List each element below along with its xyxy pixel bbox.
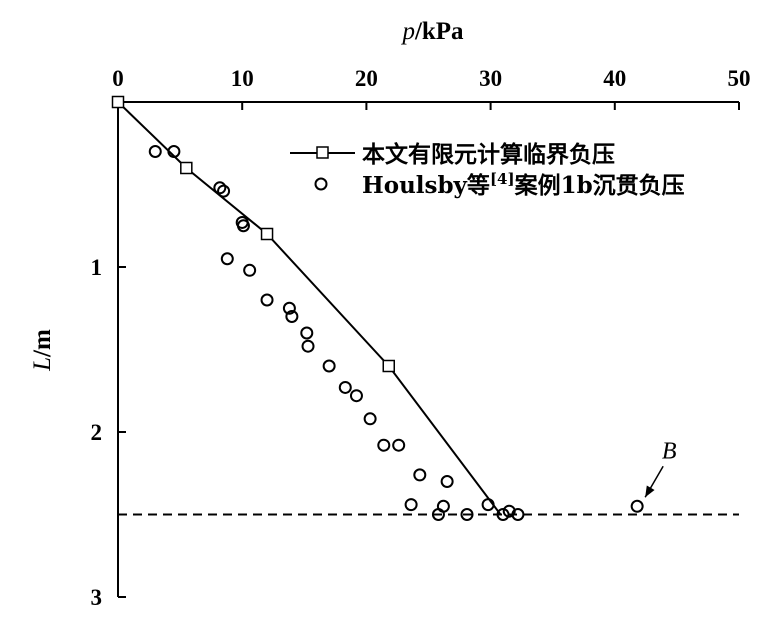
x-tick-label: 0 bbox=[112, 66, 124, 91]
annotations: B bbox=[630, 438, 677, 513]
y-tick-label: 1 bbox=[91, 255, 103, 280]
houlsby-circle-point bbox=[460, 508, 474, 521]
houlsby-circle-point bbox=[431, 508, 445, 521]
legend: 本文有限元计算临界负压 Houlsby等[4]案例1b沉贯负压 bbox=[290, 141, 685, 199]
x-tick-label: 20 bbox=[355, 66, 378, 91]
legend-houlsby-prefix: Houlsby等 bbox=[362, 172, 490, 199]
houlsby-circle-point bbox=[213, 181, 227, 195]
houlsby-circle-point bbox=[392, 438, 406, 452]
y-tick-labels: 1 2 3 bbox=[91, 255, 103, 610]
y-tick-label: 3 bbox=[91, 585, 103, 610]
houlsby-circle-point bbox=[413, 468, 427, 482]
series-houlsby-points bbox=[148, 145, 525, 521]
fem-square-marker bbox=[382, 359, 396, 373]
series-fem-line bbox=[111, 95, 502, 516]
legend-houlsby-ref: [4] bbox=[490, 170, 515, 188]
annotation-b-label: B bbox=[662, 438, 677, 464]
houlsby-circle-point bbox=[363, 412, 377, 426]
houlsby-circle-point bbox=[481, 498, 495, 512]
legend-circle-marker bbox=[314, 177, 328, 191]
houlsby-circle-point bbox=[148, 145, 162, 158]
houlsby-circle-point bbox=[236, 219, 250, 233]
houlsby-circle-point bbox=[338, 380, 352, 394]
houlsby-circle-point bbox=[300, 326, 314, 340]
y-axis-title: L/m bbox=[29, 329, 56, 372]
houlsby-circle-point bbox=[496, 508, 510, 521]
x-axis-unit: /kPa bbox=[414, 18, 464, 45]
houlsby-circle-point bbox=[440, 475, 454, 488]
legend-label-fem: 本文有限元计算临界负压 bbox=[362, 141, 615, 168]
x-tick-label: 50 bbox=[728, 66, 751, 91]
houlsby-circle-point bbox=[377, 438, 391, 452]
houlsby-circle-point bbox=[217, 184, 231, 198]
fem-square-marker bbox=[260, 227, 274, 241]
fem-square-marker bbox=[111, 95, 125, 109]
annotation-b-arrow-head bbox=[645, 485, 655, 498]
legend-square-marker bbox=[316, 146, 329, 159]
houlsby-circle-point bbox=[282, 301, 296, 315]
fem-square-marker bbox=[180, 161, 193, 175]
houlsby-circle-point bbox=[511, 508, 525, 521]
x-tick-label: 30 bbox=[479, 66, 502, 91]
houlsby-circle-point bbox=[404, 498, 418, 512]
x-axis-title: p/kPa bbox=[400, 18, 464, 45]
legend-label-houlsby: Houlsby等[4]案例1b沉贯负压 bbox=[362, 170, 685, 199]
x-tick-labels: 0 10 20 30 40 50 bbox=[112, 66, 750, 91]
houlsby-circle-point bbox=[349, 389, 363, 403]
point-b-circle bbox=[630, 499, 644, 513]
x-tick-label: 40 bbox=[603, 66, 626, 91]
houlsby-circle-point bbox=[243, 263, 257, 277]
houlsby-circle-point bbox=[285, 310, 299, 323]
y-tick-label: 2 bbox=[91, 420, 103, 445]
x-tick-label: 10 bbox=[231, 66, 254, 91]
legend-houlsby-suffix: 案例1b沉贯负压 bbox=[514, 172, 685, 199]
houlsby-circle-point bbox=[301, 339, 315, 353]
houlsby-circle-point bbox=[322, 359, 336, 373]
y-axis-unit: /m bbox=[29, 329, 56, 358]
houlsby-circle-point bbox=[260, 293, 274, 307]
houlsby-circle-point bbox=[167, 145, 181, 158]
x-axis-var: p bbox=[400, 18, 415, 45]
houlsby-circle-point bbox=[220, 252, 234, 266]
y-axis-var: L bbox=[29, 357, 56, 372]
